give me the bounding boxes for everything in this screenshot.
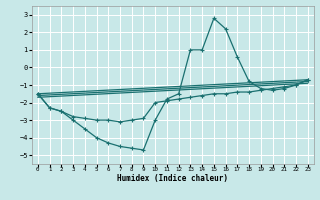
X-axis label: Humidex (Indice chaleur): Humidex (Indice chaleur) xyxy=(117,174,228,183)
